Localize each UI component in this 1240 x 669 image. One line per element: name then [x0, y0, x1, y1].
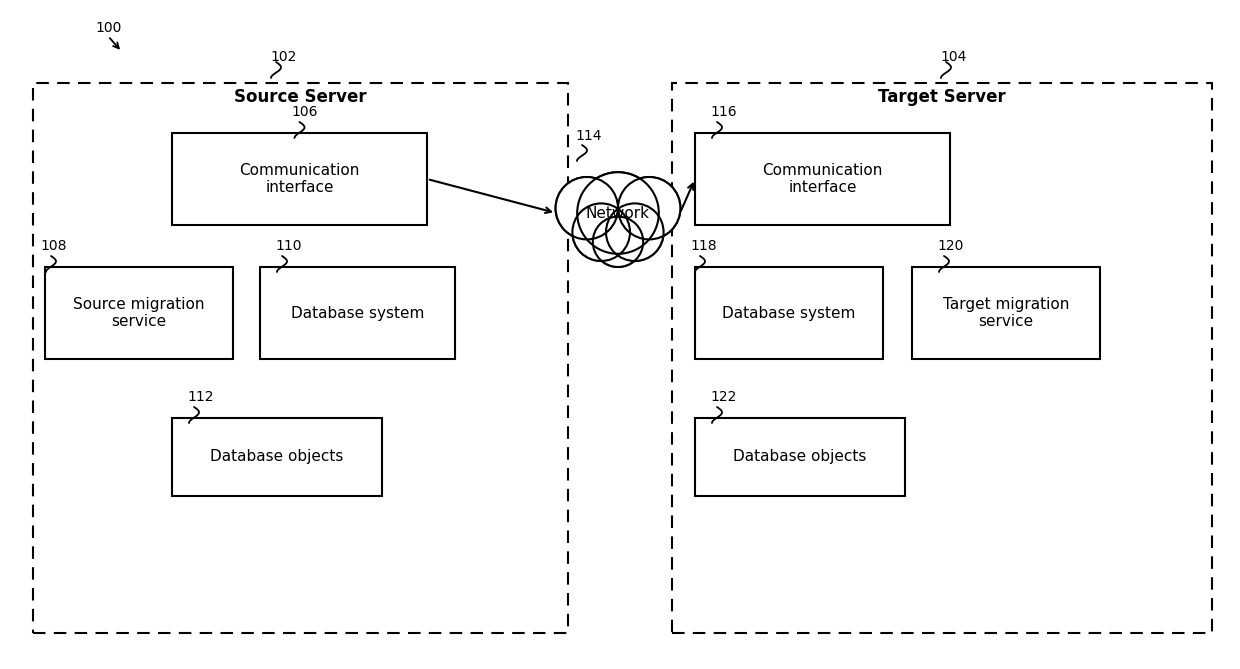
Text: 106: 106: [291, 105, 317, 119]
Text: 110: 110: [275, 239, 301, 253]
Text: 116: 116: [711, 105, 737, 119]
Text: Database objects: Database objects: [733, 450, 867, 464]
Text: 100: 100: [95, 21, 122, 35]
Circle shape: [619, 178, 680, 238]
Circle shape: [577, 172, 658, 254]
Circle shape: [608, 205, 662, 260]
Circle shape: [579, 174, 657, 252]
Text: Target Server: Target Server: [878, 88, 1006, 106]
Bar: [694, 418, 905, 496]
Bar: [33, 83, 568, 633]
Circle shape: [594, 217, 642, 266]
Circle shape: [557, 178, 616, 238]
Circle shape: [574, 205, 629, 260]
Text: 120: 120: [937, 239, 963, 253]
Bar: [172, 418, 382, 496]
Text: Source Server: Source Server: [234, 88, 367, 106]
Bar: [260, 267, 455, 359]
Bar: [911, 267, 1100, 359]
Circle shape: [593, 217, 644, 267]
Bar: [172, 133, 427, 225]
Circle shape: [618, 177, 681, 240]
Text: 108: 108: [40, 239, 67, 253]
Text: Database system: Database system: [723, 306, 856, 320]
Text: Database system: Database system: [291, 306, 424, 320]
Text: 104: 104: [940, 50, 966, 64]
Text: 114: 114: [575, 129, 601, 143]
Text: Communication
interface: Communication interface: [763, 163, 883, 195]
Text: Target migration
service: Target migration service: [942, 297, 1069, 329]
Bar: [694, 133, 950, 225]
Bar: [45, 267, 233, 359]
Circle shape: [606, 203, 663, 261]
Text: Network: Network: [587, 205, 650, 221]
Text: Source migration
service: Source migration service: [73, 297, 205, 329]
Text: Database objects: Database objects: [211, 450, 343, 464]
Text: 102: 102: [270, 50, 296, 64]
Circle shape: [556, 177, 618, 240]
Text: 122: 122: [711, 390, 737, 404]
Text: Communication
interface: Communication interface: [239, 163, 360, 195]
Bar: [694, 267, 883, 359]
Text: 112: 112: [187, 390, 213, 404]
Bar: [672, 83, 1211, 633]
Text: 118: 118: [689, 239, 717, 253]
Circle shape: [573, 203, 630, 261]
